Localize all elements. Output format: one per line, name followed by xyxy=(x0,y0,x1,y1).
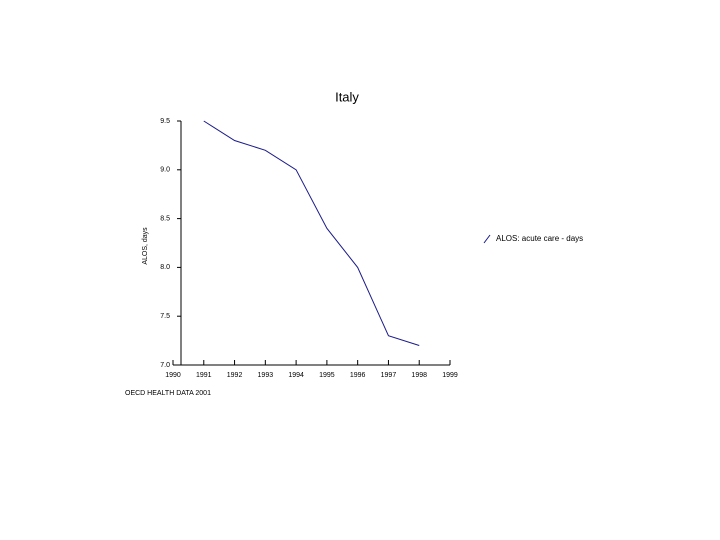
x-tick-label: 1996 xyxy=(350,372,366,379)
data-line xyxy=(203,120,420,346)
x-tick-label: 1999 xyxy=(442,372,458,379)
x-tick-label: 1990 xyxy=(165,372,181,379)
legend-swatch xyxy=(483,234,491,244)
x-tick-label: 1995 xyxy=(319,372,335,379)
y-tick-label: 9.0 xyxy=(160,167,170,174)
y-tick-label: 7.0 xyxy=(160,362,170,369)
y-axis-label: ALOS, days xyxy=(142,227,149,265)
x-tick-label: 1994 xyxy=(288,372,304,379)
legend-label: ALOS: acute care - days xyxy=(496,234,584,243)
chart-title: Italy xyxy=(335,89,359,104)
y-tick-label: 7.5 xyxy=(160,313,170,320)
x-tick-label: 1993 xyxy=(258,372,274,379)
y-tick-label: 8.0 xyxy=(160,264,170,271)
source-note: OECD HEALTH DATA 2001 xyxy=(125,390,211,397)
x-tick-label: 1991 xyxy=(196,372,212,379)
y-tick-label: 9.5 xyxy=(160,118,170,125)
x-tick-label: 1998 xyxy=(411,372,427,379)
x-tick-label: 1992 xyxy=(227,372,243,379)
y-tick-label: 8.5 xyxy=(160,215,170,222)
x-tick-label: 1997 xyxy=(381,372,397,379)
